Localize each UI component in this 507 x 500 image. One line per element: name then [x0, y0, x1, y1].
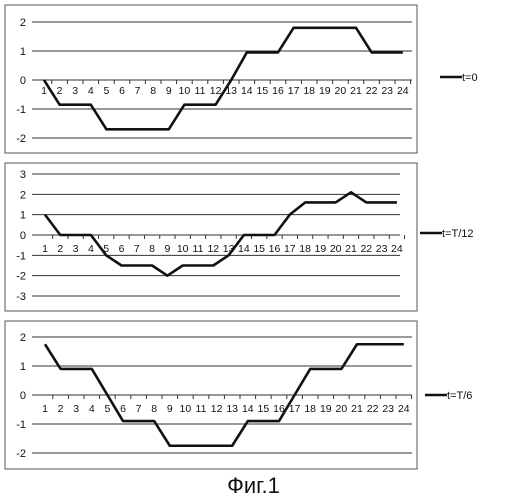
x-tick-label: 12: [207, 243, 219, 255]
y-tick-label: -3: [16, 291, 26, 303]
x-tick-label: 21: [345, 243, 357, 255]
x-tick-label: 6: [120, 403, 126, 415]
chart-3: 210-1-2123456789101112131415161718192021…: [5, 321, 472, 469]
x-tick-label: 11: [195, 85, 206, 97]
x-tick-label: 18: [299, 243, 311, 255]
x-tick-label: 15: [258, 403, 270, 415]
x-tick-label: 21: [351, 403, 363, 415]
x-tick-label: 10: [179, 85, 191, 97]
x-tick-label: 3: [73, 243, 79, 255]
y-tick-label: 2: [20, 189, 26, 201]
x-tick-label: 8: [151, 403, 157, 415]
y-tick-label: 1: [20, 46, 26, 58]
x-tick-label: 18: [304, 403, 316, 415]
x-tick-label: 2: [57, 85, 63, 97]
x-tick-label: 1: [41, 85, 47, 97]
x-tick-label: 24: [397, 85, 409, 97]
chart-2: 3210-1-2-3123456789101112131415161718192…: [5, 163, 474, 311]
x-tick-label: 23: [381, 85, 393, 97]
y-tick-label: -2: [16, 133, 26, 145]
x-tick-label: 22: [367, 403, 379, 415]
legend-label: t=T/12: [442, 228, 474, 240]
x-tick-label: 22: [360, 243, 372, 255]
x-tick-label: 1: [42, 243, 48, 255]
y-tick-label: -2: [16, 271, 26, 283]
x-tick-label: 24: [391, 243, 403, 255]
y-tick-label: -2: [16, 448, 26, 460]
x-tick-label: 19: [319, 85, 331, 97]
y-tick-label: 1: [20, 361, 26, 373]
y-tick-label: 2: [20, 332, 26, 344]
x-tick-label: 15: [253, 243, 265, 255]
x-tick-label: 8: [149, 243, 155, 255]
x-tick-label: 10: [177, 243, 189, 255]
x-tick-label: 4: [88, 243, 94, 255]
x-tick-label: 16: [269, 243, 281, 255]
x-tick-label: 11: [196, 403, 207, 415]
x-tick-label: 3: [72, 85, 78, 97]
x-tick-label: 14: [238, 243, 250, 255]
y-tick-label: -1: [16, 250, 26, 262]
x-tick-label: 11: [193, 243, 204, 255]
figure-caption: Фиг.1: [0, 473, 507, 499]
x-tick-label: 9: [167, 403, 173, 415]
x-tick-label: 24: [398, 403, 410, 415]
x-tick-label: 20: [330, 243, 342, 255]
x-tick-label: 3: [73, 403, 79, 415]
y-tick-label: 0: [20, 75, 26, 87]
y-tick-label: 1: [20, 210, 26, 222]
x-tick-label: 18: [303, 85, 315, 97]
x-tick-label: 6: [119, 85, 125, 97]
x-tick-label: 7: [135, 85, 141, 97]
x-tick-label: 5: [103, 85, 109, 97]
x-tick-label: 4: [88, 85, 94, 97]
x-tick-label: 9: [164, 243, 170, 255]
x-tick-label: 16: [272, 85, 284, 97]
y-tick-label: 3: [20, 169, 26, 181]
x-tick-label: 22: [366, 85, 378, 97]
x-tick-label: 10: [180, 403, 192, 415]
x-tick-label: 12: [210, 85, 222, 97]
x-tick-label: 14: [241, 85, 253, 97]
legend-label: t=T/6: [447, 390, 472, 402]
y-tick-label: 0: [20, 230, 26, 242]
y-tick-label: -1: [16, 104, 26, 116]
x-tick-label: 12: [211, 403, 223, 415]
x-tick-label: 2: [58, 403, 64, 415]
x-tick-label: 17: [284, 243, 296, 255]
x-tick-label: 8: [150, 85, 156, 97]
x-tick-label: 1: [42, 403, 48, 415]
x-tick-label: 9: [166, 85, 172, 97]
x-tick-label: 17: [288, 85, 300, 97]
x-tick-label: 6: [119, 243, 125, 255]
chart-frame: [5, 163, 417, 311]
y-tick-label: -1: [16, 419, 26, 431]
x-tick-label: 20: [335, 85, 347, 97]
chart-1: 210-1-2123456789101112131415161718192021…: [5, 5, 478, 153]
x-tick-label: 7: [134, 243, 140, 255]
x-tick-label: 7: [136, 403, 142, 415]
x-tick-label: 19: [315, 243, 327, 255]
x-tick-label: 5: [104, 403, 110, 415]
y-tick-label: 0: [20, 390, 26, 402]
x-tick-label: 19: [320, 403, 332, 415]
x-tick-label: 15: [257, 85, 269, 97]
legend-label: t=0: [462, 72, 478, 84]
x-tick-label: 2: [57, 243, 63, 255]
x-tick-label: 4: [89, 403, 95, 415]
x-tick-label: 13: [226, 403, 238, 415]
y-tick-label: 2: [20, 17, 26, 29]
x-tick-label: 14: [242, 403, 254, 415]
x-tick-label: 21: [350, 85, 362, 97]
x-tick-label: 23: [376, 243, 388, 255]
x-tick-label: 17: [289, 403, 301, 415]
x-tick-label: 20: [336, 403, 348, 415]
x-tick-label: 23: [382, 403, 394, 415]
